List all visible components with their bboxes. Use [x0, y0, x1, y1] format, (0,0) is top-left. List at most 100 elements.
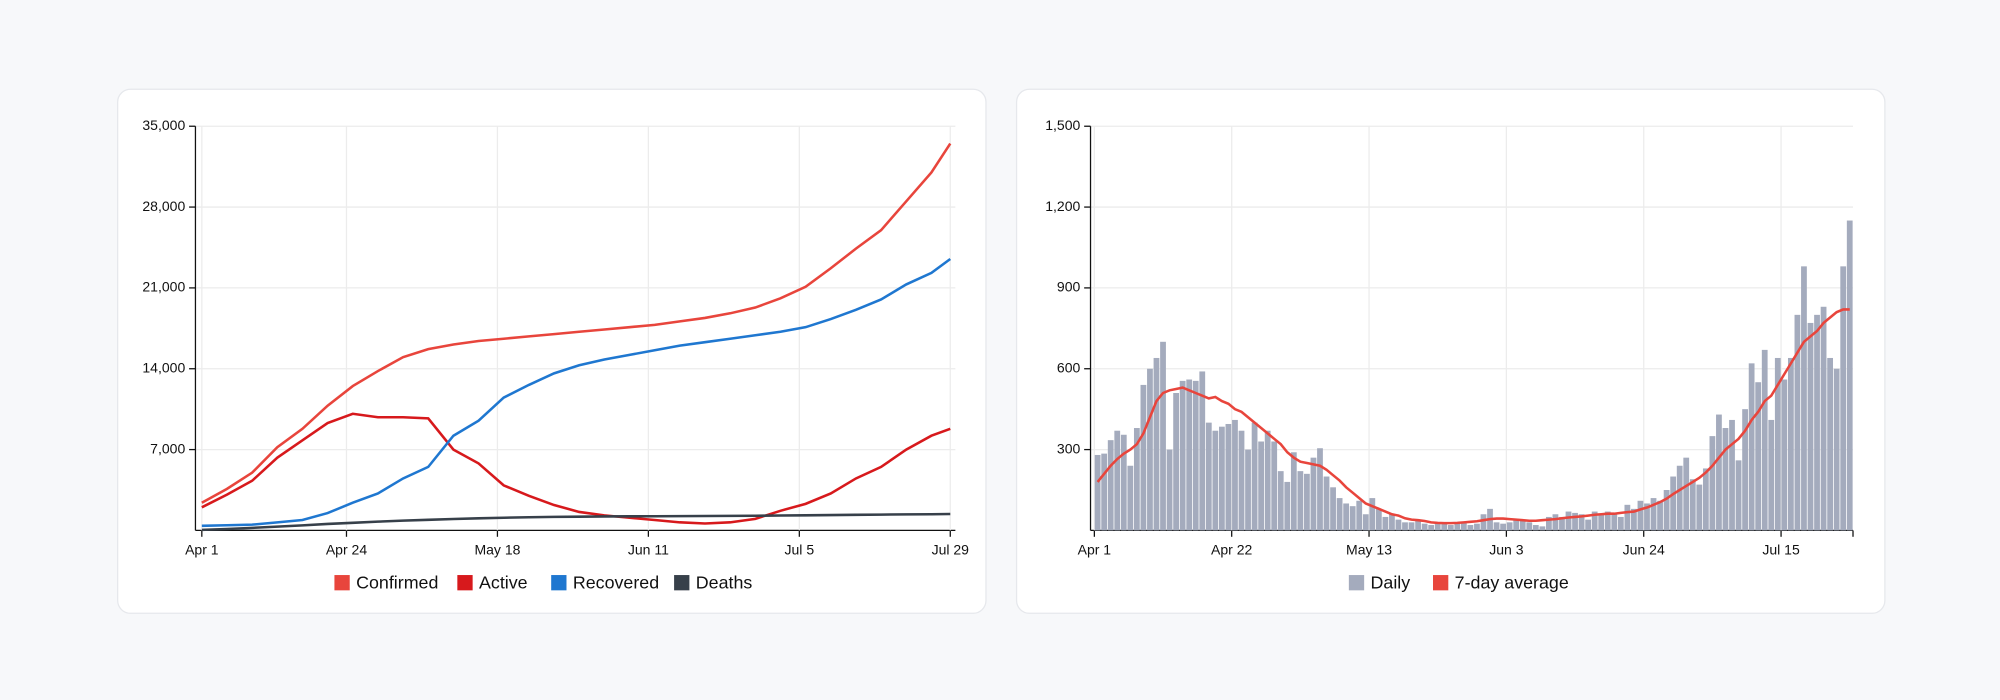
bar [1761, 349, 1768, 531]
y-tick-label: 14,000 [142, 359, 185, 375]
bar [1578, 514, 1585, 531]
bar [1801, 266, 1807, 531]
bar [1794, 314, 1801, 531]
line [201, 258, 952, 528]
bar [1768, 419, 1775, 531]
bar [1258, 441, 1265, 531]
bar [1460, 522, 1467, 531]
bar [1670, 476, 1677, 531]
bar [1624, 504, 1631, 531]
bar [1389, 514, 1395, 531]
bar [1395, 519, 1402, 531]
y-tick-label: 7,000 [150, 440, 185, 456]
bar [1343, 503, 1350, 531]
bar [1153, 357, 1160, 531]
line [1096, 308, 1850, 525]
bar [1820, 306, 1827, 531]
bar [1349, 506, 1356, 531]
bar [1722, 428, 1729, 531]
y-tick-label: 1,500 [1045, 117, 1080, 133]
bar [1192, 380, 1199, 531]
bar [1212, 430, 1219, 531]
legend-swatch [674, 575, 690, 591]
bar [1846, 220, 1853, 531]
y-tick-label: 600 [1057, 359, 1081, 375]
bar [1833, 368, 1840, 531]
bar [1284, 481, 1291, 531]
bar [1454, 522, 1461, 531]
bar [1539, 526, 1546, 531]
bar [1323, 476, 1330, 531]
bar [1742, 409, 1748, 531]
bar [1330, 487, 1336, 531]
legend-label: Daily [1371, 573, 1411, 593]
legend-swatch [457, 575, 473, 591]
bar [1369, 498, 1376, 531]
bar [1513, 519, 1520, 531]
bar [1271, 441, 1278, 531]
bar [1434, 522, 1441, 531]
bar [1604, 511, 1611, 531]
bar [1467, 525, 1474, 531]
bar [1506, 522, 1513, 531]
bar [1480, 514, 1487, 531]
bar [1657, 500, 1663, 531]
bar [1617, 516, 1624, 531]
bar [1199, 371, 1206, 531]
legend-label: Confirmed [356, 573, 438, 593]
y-tick-label: 900 [1057, 279, 1081, 295]
x-tick-label: Jul 15 [1762, 542, 1800, 558]
bar [1114, 430, 1121, 531]
bar [1493, 522, 1500, 531]
bar [1415, 519, 1421, 531]
x-tick-label: Apr 1 [185, 542, 219, 558]
bar [1173, 392, 1179, 531]
bar [1683, 457, 1690, 531]
bar [1591, 511, 1598, 531]
bar [1140, 384, 1147, 531]
bar [1205, 422, 1212, 531]
bar [1565, 511, 1572, 531]
bar [1356, 500, 1363, 531]
bar [1218, 426, 1225, 531]
x-tick-label: Jul 29 [932, 542, 970, 558]
bar [1748, 363, 1755, 531]
bar [1729, 419, 1735, 531]
bar [1317, 448, 1323, 531]
bar [1382, 516, 1389, 531]
bar [1238, 430, 1245, 531]
bar [1297, 471, 1304, 531]
legend-label: Active [479, 573, 528, 593]
bar [1179, 380, 1186, 531]
x-tick-label: May 13 [1346, 542, 1392, 558]
bar [1232, 419, 1238, 531]
bar [1650, 498, 1657, 531]
y-tick-label: 28,000 [142, 198, 185, 214]
card [117, 88, 987, 614]
bar [1127, 465, 1134, 531]
bar [1120, 434, 1127, 531]
bar [1781, 379, 1788, 531]
x-tick-label: Jun 3 [1489, 542, 1523, 558]
bar [1362, 514, 1369, 531]
bar [1310, 457, 1317, 531]
bar [1133, 428, 1140, 531]
legend-label: 7-day average [1455, 573, 1569, 593]
bar [1336, 498, 1343, 531]
bar [1225, 423, 1232, 531]
x-tick-label: Apr 1 [1078, 542, 1112, 558]
legend-label: Recovered [573, 573, 659, 593]
card [1015, 88, 1886, 614]
y-tick-label: 35,000 [142, 117, 185, 133]
legend-swatch [1348, 575, 1365, 591]
line [201, 512, 951, 532]
bar [1474, 523, 1480, 531]
bar [1532, 525, 1539, 531]
bar [1735, 460, 1742, 531]
x-tick-label: Apr 24 [326, 542, 367, 558]
bar [1611, 514, 1618, 531]
bar [1147, 368, 1153, 531]
bar [1585, 519, 1592, 531]
bar [1166, 449, 1173, 531]
x-tick-label: Apr 22 [1211, 542, 1252, 558]
